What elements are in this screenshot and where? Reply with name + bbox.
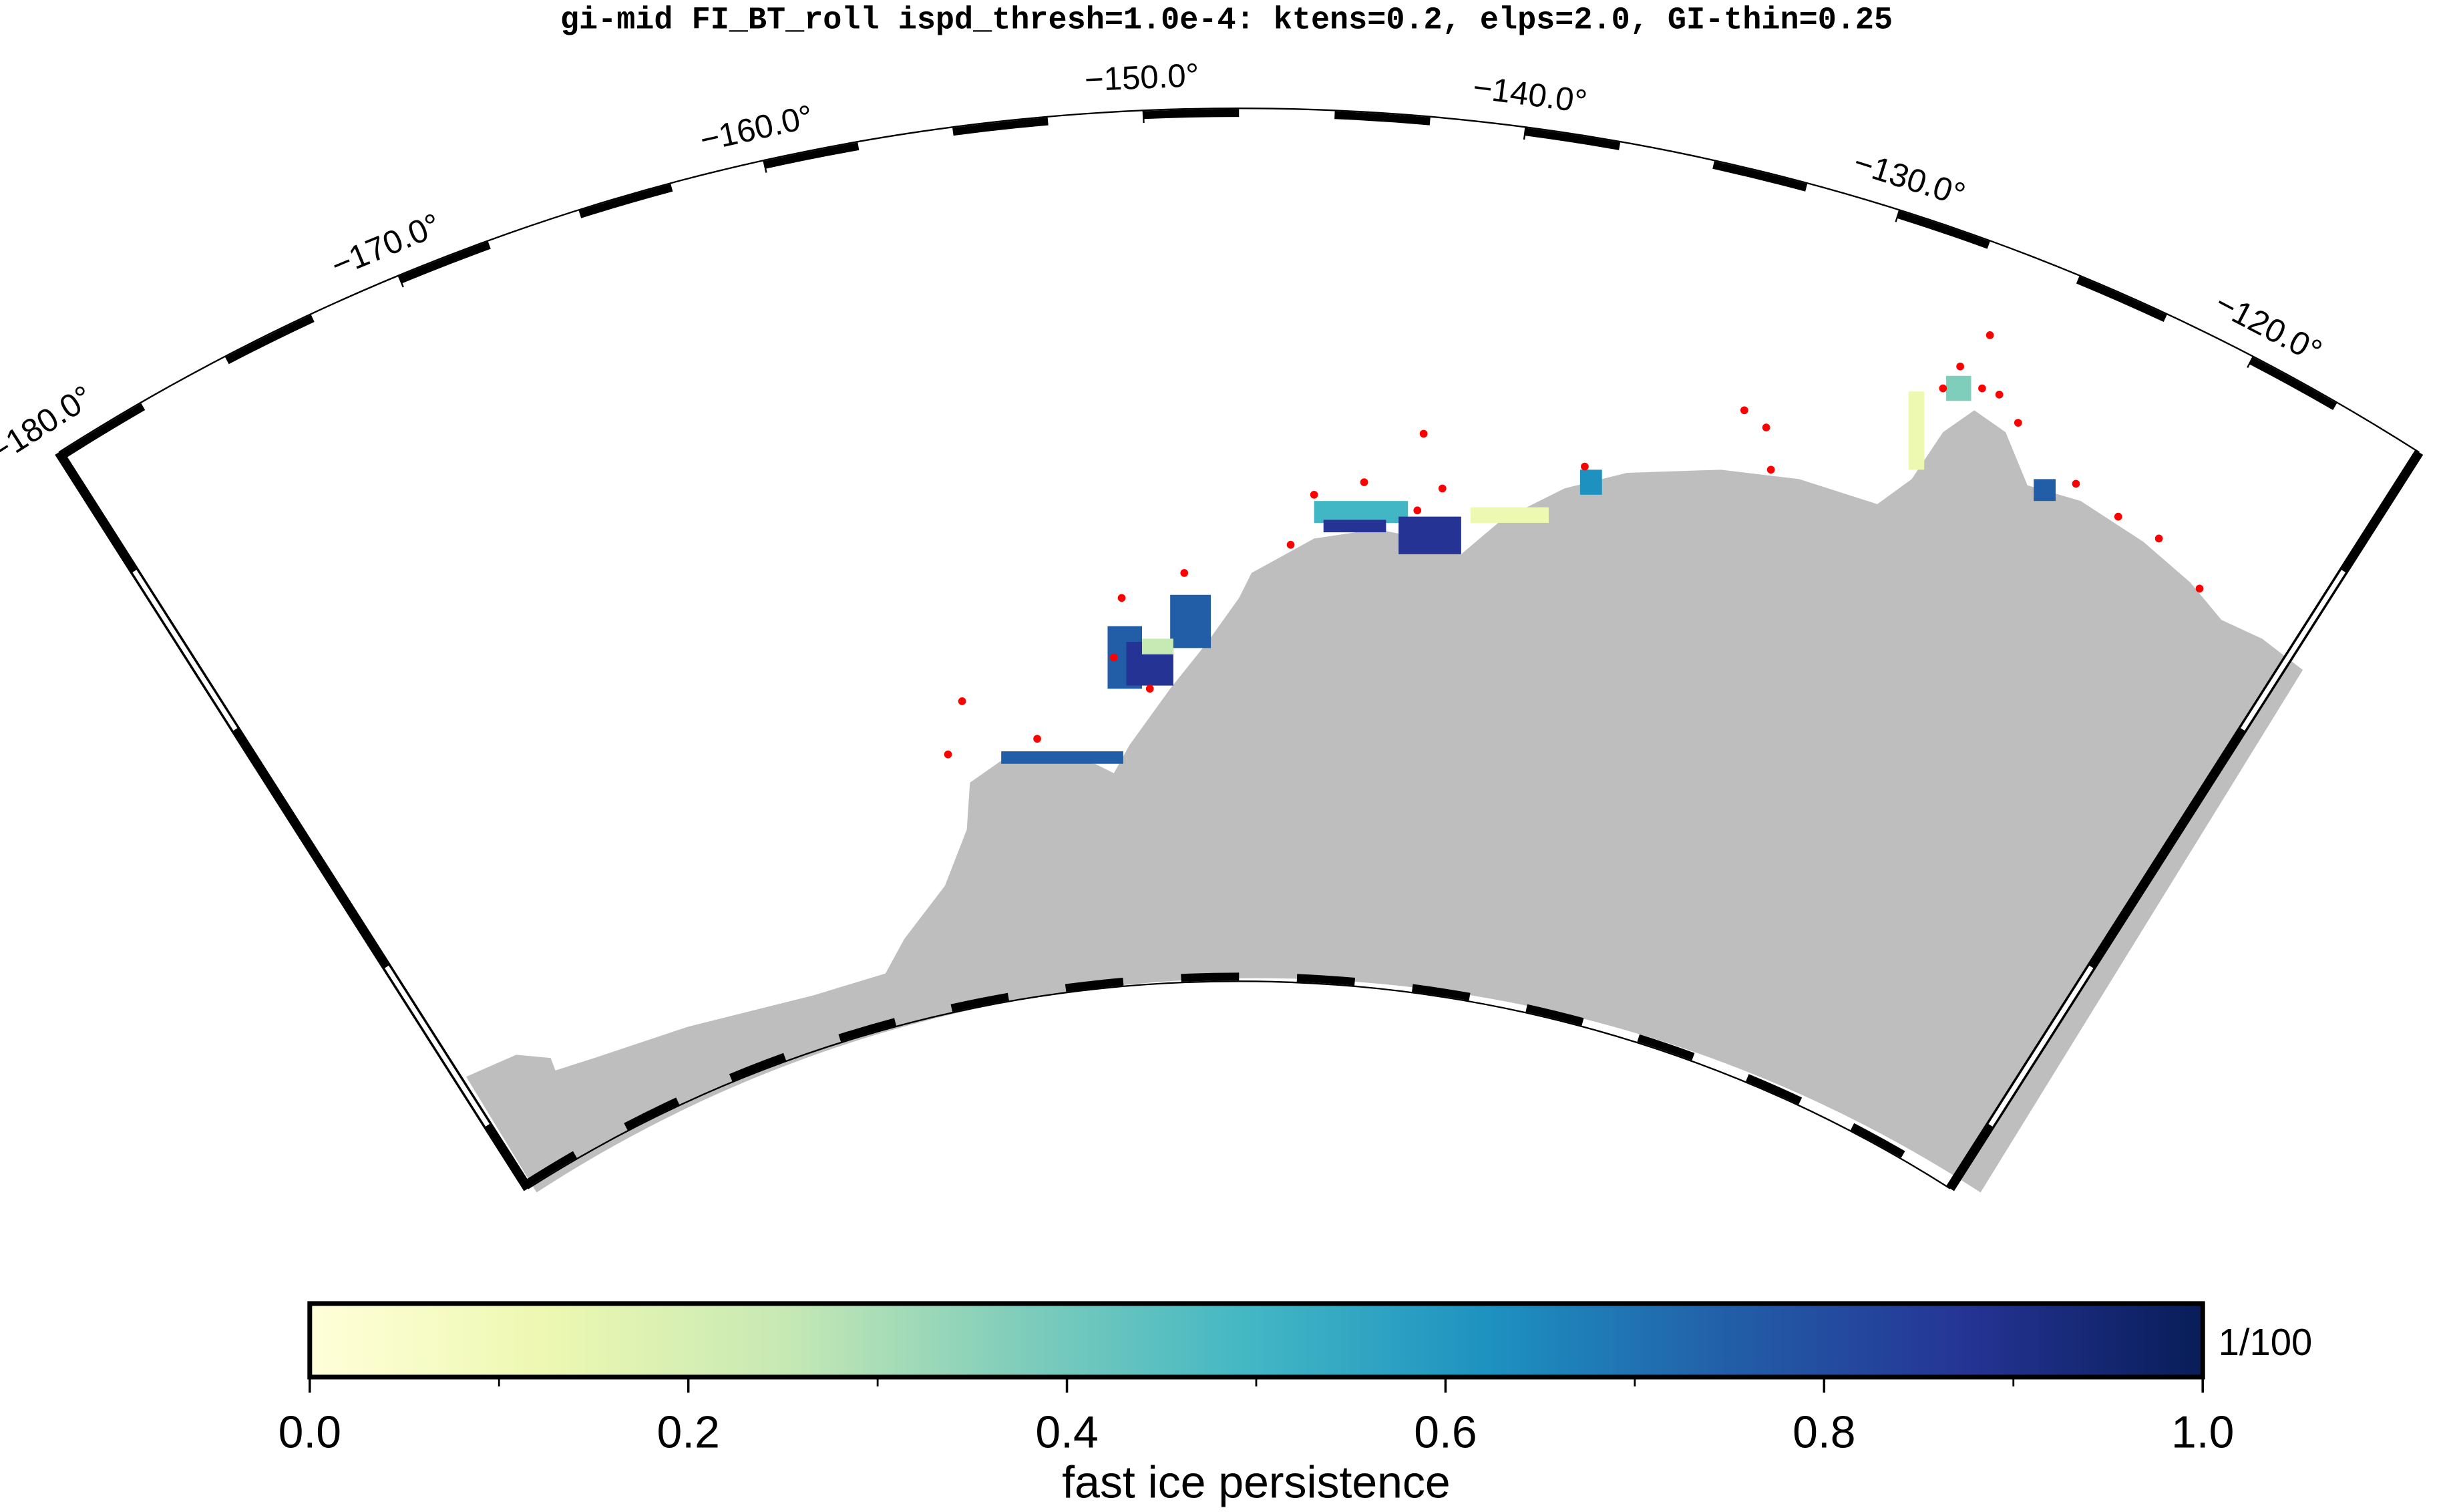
colorbar-tick-label: 1.0: [2171, 1407, 2234, 1457]
lon-tick-label: −180.0°: [0, 378, 100, 471]
frame-band: [1525, 1004, 1584, 1026]
lon-tick: [1895, 210, 1901, 222]
land: [466, 410, 2303, 1193]
colorbar-label: fast ice persistence: [1062, 1457, 1450, 1507]
colorbar-tick-label: 0.6: [1414, 1407, 1477, 1457]
colorbar-tick-label: 0.0: [278, 1407, 341, 1457]
frame-band: [1637, 1034, 1695, 1061]
frame-band: [1712, 161, 1808, 192]
frame-band: [2076, 276, 2167, 323]
lon-tick: [2247, 356, 2254, 368]
colorbar-gradient: [307, 1301, 2205, 1380]
lon-tick-label: −120.0°: [2209, 285, 2328, 370]
frame-band: [1897, 210, 1990, 249]
frame-band: [1065, 978, 1124, 992]
frame-side-inner: [1948, 451, 2422, 1190]
frame-band: [952, 117, 1049, 136]
lon-tick: [397, 275, 404, 288]
lon-tick: [1523, 127, 1527, 140]
frame-band: [1746, 1074, 1803, 1105]
frame-band: [1143, 109, 1240, 120]
frame-band: [838, 1018, 897, 1042]
frame-arc: [58, 108, 2420, 453]
frame-band: [1334, 111, 1431, 126]
frame-band: [1850, 1123, 1905, 1158]
fast-ice: [1001, 375, 2056, 764]
frame-arc: [527, 980, 1951, 1189]
lon-tick-label: −160.0°: [697, 98, 816, 159]
colorbar-unit: 1/100: [2219, 1321, 2313, 1363]
frame-band: [729, 1053, 787, 1082]
colorbar-tick-label: 0.4: [1035, 1407, 1098, 1457]
lon-tick: [1142, 110, 1145, 124]
frame-band: [2249, 357, 2337, 410]
colorbar-tick-label: 0.8: [1792, 1407, 1855, 1457]
lon-tick-label: −130.0°: [1849, 144, 1969, 213]
frame-band: [950, 992, 1009, 1012]
colorbar-tick-label: 0.2: [656, 1407, 719, 1457]
grounded-icebergs: [944, 331, 2204, 759]
map: −180.0°−170.0°−160.0°−150.0° −140.0°−130.…: [0, 57, 2424, 1193]
frame-band: [578, 184, 673, 218]
frame-band: [624, 1097, 680, 1131]
frame-band: [1181, 972, 1240, 982]
frame-band: [225, 315, 315, 365]
lon-tick-label: −140.0°: [1471, 69, 1589, 120]
lon-tick-label: −150.0°: [1084, 57, 1200, 98]
lon-tick: [58, 451, 67, 463]
frame-band: [763, 142, 860, 169]
lon-tick: [763, 160, 767, 173]
frame-side-inner: [57, 451, 530, 1190]
frame-band: [1296, 974, 1356, 986]
colorbar: 1/100 fast ice persistence 0.0 0.2 0.4 0.6 0…: [278, 1301, 2313, 1507]
title: gi-mid FI_BT_roll ispd_thresh=1.0e-4: kt…: [560, 3, 1893, 39]
frame-band: [1412, 984, 1471, 1001]
